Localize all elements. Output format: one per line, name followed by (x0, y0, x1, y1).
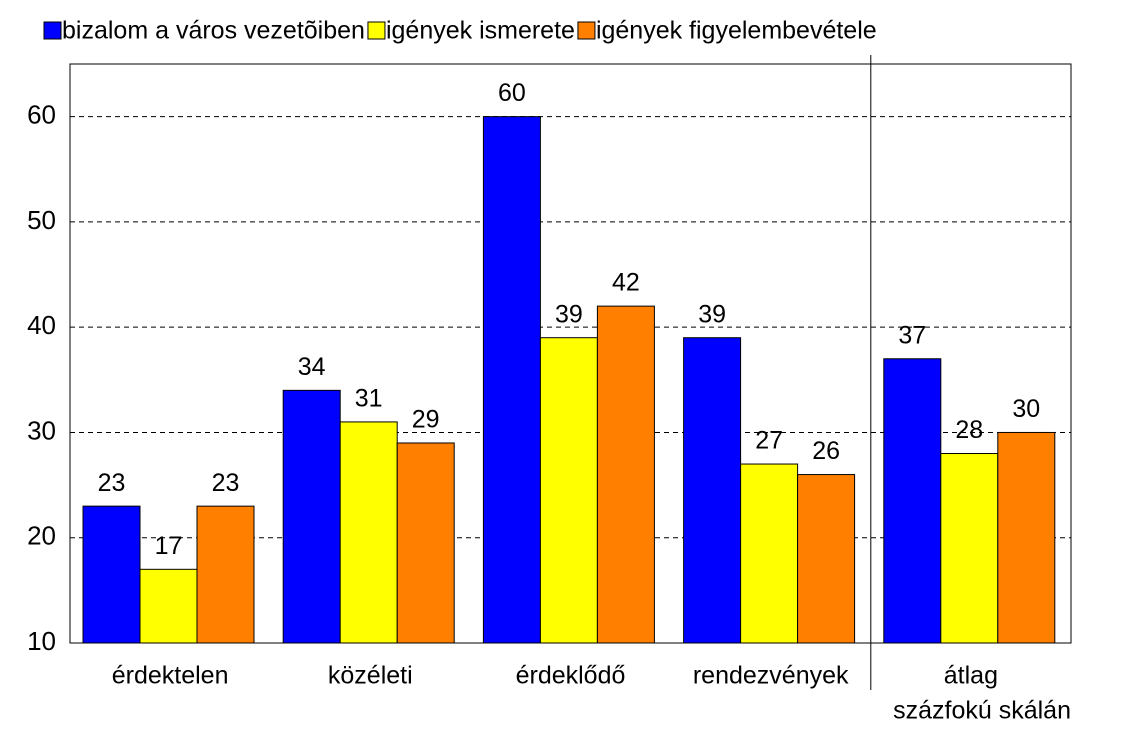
data-label: 39 (698, 300, 726, 328)
bar (596, 305, 655, 644)
legend-label: igények figyelembevétele (596, 17, 877, 45)
legend-label: igények ismerete (386, 17, 575, 45)
legend-label: bizalom a város vezetõiben (62, 17, 365, 45)
data-label: 34 (298, 353, 326, 381)
bar (339, 421, 398, 644)
legend-swatch (43, 21, 62, 40)
data-label: 23 (212, 469, 240, 497)
bar (740, 463, 799, 644)
y-tick-label: 40 (27, 310, 56, 340)
bar (82, 505, 141, 644)
bar (683, 337, 742, 644)
x-tick-label: rendezvények (693, 662, 849, 690)
x-tick-label: érdektelen (112, 662, 229, 690)
y-tick-label: 50 (27, 205, 56, 235)
data-label: 28 (955, 416, 983, 444)
y-tick-label: 10 (27, 626, 56, 656)
bar (797, 474, 856, 644)
bar (139, 568, 198, 644)
data-label: 29 (412, 406, 440, 434)
data-label: 60 (498, 79, 526, 107)
x-tick-label: közéleti (328, 662, 413, 690)
data-label: 37 (898, 321, 926, 349)
data-label: 17 (155, 532, 183, 560)
data-label: 31 (355, 385, 383, 413)
y-tick-label: 20 (27, 521, 56, 551)
y-tick-label: 30 (27, 415, 56, 445)
data-label: 39 (555, 300, 583, 328)
legend-swatch (577, 21, 596, 40)
bar (883, 358, 942, 644)
bar (482, 116, 541, 644)
bar (940, 453, 999, 644)
data-label: 26 (812, 437, 840, 465)
data-label: 42 (612, 269, 640, 297)
bar (282, 389, 341, 644)
bar (196, 505, 255, 644)
bar (539, 337, 598, 644)
y-tick-label: 60 (27, 100, 56, 130)
legend-swatch (367, 21, 386, 40)
plot-frame (69, 63, 1072, 644)
bar (997, 431, 1056, 644)
x-tick-label: érdeklődő (516, 662, 626, 690)
x-tick-label: átlag (944, 662, 998, 690)
annotation: százfokú skálán (893, 697, 1071, 725)
data-label: 27 (755, 427, 783, 455)
data-label: 23 (98, 469, 126, 497)
bar (396, 442, 455, 644)
data-label: 30 (1012, 395, 1040, 423)
